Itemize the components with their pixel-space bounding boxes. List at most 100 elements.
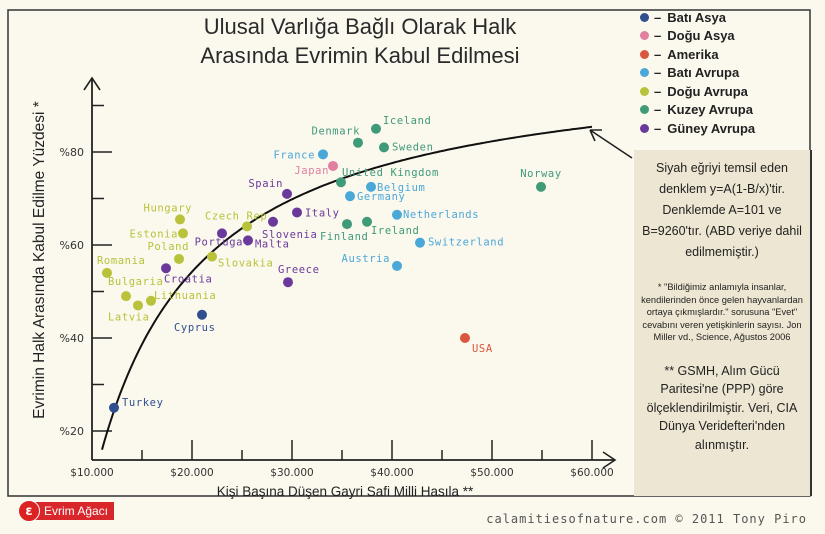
y-tick-label: %40: [60, 332, 84, 345]
point-label-denmark: Denmark: [312, 126, 361, 138]
notes-panel: Siyah eğriyi temsil eden denklem y=A(1-B…: [634, 150, 812, 496]
point-label-bulgaria: Bulgaria: [108, 276, 163, 288]
point-greece: [283, 277, 293, 288]
point-iceland: [371, 123, 381, 134]
point-label-austria: Austria: [342, 253, 390, 265]
legend-item-bati_avrupa: – Batı Avrupa: [640, 64, 805, 83]
point-label-france: France: [273, 149, 315, 161]
point-label-poland: Poland: [147, 241, 189, 253]
point-label-sweden: Sweden: [392, 141, 434, 153]
point-hungary: [175, 214, 185, 225]
credit: calamitiesofnature.com © 2011 Tony Piro: [486, 512, 807, 526]
point-label-latvia: Latvia: [108, 311, 150, 323]
x-tick-label: $40.000: [370, 467, 413, 479]
point-label-romania: Romania: [97, 255, 145, 267]
point-label-greece: Greece: [278, 264, 320, 276]
point-switzerland: [415, 237, 425, 248]
y-tick-label: %20: [60, 425, 84, 438]
point-japan: [328, 160, 338, 171]
point-netherlands: [392, 209, 402, 220]
legend-dash: –: [654, 46, 662, 62]
chart-frame: [7, 9, 811, 497]
point-label-czech-rep: Czech Rep: [205, 210, 267, 222]
y-tick-label: %80: [60, 146, 84, 159]
point-label-spain: Spain: [248, 178, 283, 190]
logo-icon: ε: [18, 500, 40, 522]
point-romania: [102, 267, 112, 278]
point-label-united-kingdom: United Kingdom: [342, 167, 439, 179]
legend-dash: –: [654, 102, 662, 118]
equation-note: Siyah eğriyi temsil eden denklem y=A(1-B…: [642, 161, 802, 259]
point-france: [318, 149, 328, 160]
annotation-arrow-icon: [589, 129, 633, 159]
legend-dot-icon: [640, 86, 649, 96]
point-italy: [292, 207, 302, 218]
point-czech-rep: [242, 221, 252, 232]
x-axis-label: Kişi Başına Düşen Gayri Safi Milli Hasıl…: [216, 484, 474, 499]
legend-item-dogu_asya: – Doğu Asya: [640, 27, 805, 46]
footnote-2: ** GSMH, Alım Gücü Paritesi'ne (PPP) gör…: [646, 363, 798, 452]
point-norway: [536, 181, 546, 192]
y-axis-arrow-icon: [83, 76, 101, 91]
legend-dot-icon: [640, 123, 649, 133]
legend-label: Doğu Avrupa: [667, 83, 748, 99]
evrim-agaci-logo: ε Evrim Ağacı: [18, 500, 115, 522]
legend-item-bati_asya: – Batı Asya: [640, 8, 805, 27]
legend-dot-icon: [640, 68, 649, 78]
point-label-malta: Malta: [255, 238, 290, 250]
point-label-belgium: Belgium: [377, 182, 425, 194]
legend-item-dogu_avrupa: – Doğu Avrupa: [640, 82, 805, 101]
legend-dash: –: [654, 65, 662, 81]
point-label-estonia: Estonia: [130, 228, 178, 240]
x-tick-label: $20.000: [170, 467, 213, 479]
point-bulgaria: [121, 291, 131, 302]
point-label-italy: Italy: [305, 207, 340, 219]
point-label-germany: Germany: [357, 191, 405, 203]
legend-dot-icon: [640, 49, 649, 59]
legend-dash: –: [654, 9, 662, 25]
point-estonia: [178, 228, 188, 239]
point-cyprus: [197, 309, 207, 320]
point-poland: [174, 253, 184, 264]
legend-item-kuzey_avrupa: – Kuzey Avrupa: [640, 101, 805, 120]
legend-dash: –: [654, 120, 662, 136]
legend-label: Kuzey Avrupa: [667, 102, 753, 118]
point-lithuania: [146, 295, 156, 306]
point-spain: [282, 188, 292, 199]
legend-label: Batı Asya: [667, 9, 727, 25]
point-ireland: [362, 216, 372, 227]
point-label-japan: Japan: [294, 165, 329, 177]
point-label-ireland: Ireland: [371, 225, 419, 237]
point-portugal: [217, 228, 227, 239]
point-label-slovakia: Slovakia: [218, 258, 273, 270]
point-slovenia: [268, 216, 278, 227]
point-label-slovenia: Slovenia: [262, 229, 317, 241]
legend-dash: –: [654, 83, 662, 99]
footnote-1: * "Bildiğimiz anlamıyla insanlar, kendil…: [641, 282, 803, 342]
x-tick-label: $30.000: [270, 467, 313, 479]
point-croatia: [161, 263, 171, 274]
point-slovakia: [207, 251, 217, 262]
point-latvia: [133, 300, 143, 311]
title-line-2: Arasında Evrimin Kabul Edilmesi: [200, 43, 520, 68]
legend-label: Doğu Asya: [667, 28, 735, 44]
legend-label: Güney Avrupa: [667, 120, 756, 136]
x-tick-label: $10.000: [70, 467, 113, 479]
chart-title: Ulusal Varlığa Bağlı Olarak Halk Arasınd…: [110, 12, 610, 70]
point-label-norway: Norway: [520, 168, 562, 180]
legend-item-guney_avrupa: – Güney Avrupa: [640, 119, 805, 138]
legend-dot-icon: [640, 12, 649, 22]
point-turkey: [109, 402, 119, 413]
point-label-croatia: Croatia: [164, 273, 212, 285]
x-tick-label: $60.000: [570, 467, 613, 479]
point-label-portugal: Portugal: [195, 236, 250, 248]
point-finland: [342, 219, 352, 230]
point-label-netherlands: Netherlands: [403, 209, 479, 221]
point-denmark: [353, 137, 363, 148]
y-axis-label: Evrimin Halk Arasında Kabul Edilme Yüzde…: [31, 101, 48, 419]
title-line-1: Ulusal Varlığa Bağlı Olarak Halk: [203, 14, 517, 39]
point-belgium: [366, 181, 376, 192]
point-label-iceland: Iceland: [383, 115, 431, 127]
legend-label: Amerika: [667, 46, 719, 62]
